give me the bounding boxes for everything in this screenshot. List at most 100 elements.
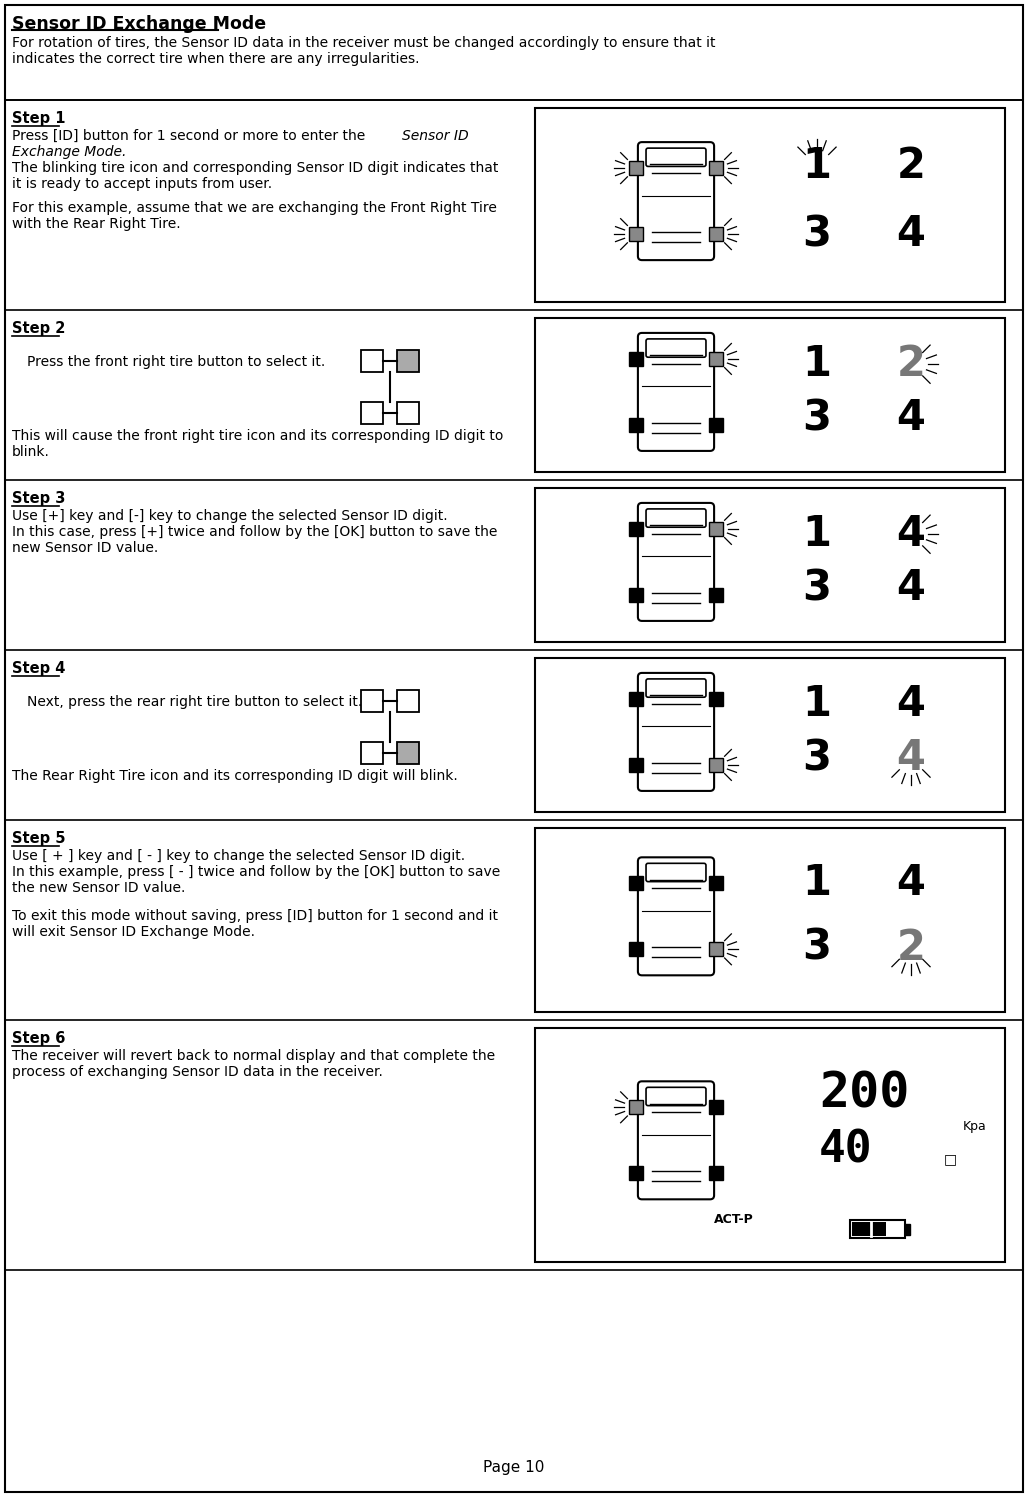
Bar <box>629 876 642 891</box>
Text: For this example, assume that we are exchanging the Front Right Tire: For this example, assume that we are exc… <box>12 201 497 216</box>
Bar <box>535 488 1005 642</box>
Bar <box>629 352 642 367</box>
Text: Sensor ID Exchange Mode: Sensor ID Exchange Mode <box>12 15 266 33</box>
Text: 2: 2 <box>896 343 925 385</box>
Text: Step 2: Step 2 <box>12 320 66 335</box>
Text: 4: 4 <box>896 737 925 778</box>
Text: In this example, press [ - ] twice and follow by the [OK] button to save: In this example, press [ - ] twice and f… <box>12 865 501 879</box>
Text: 2: 2 <box>896 927 925 969</box>
Text: process of exchanging Sensor ID data in the receiver.: process of exchanging Sensor ID data in … <box>12 1064 382 1079</box>
FancyBboxPatch shape <box>646 148 706 166</box>
Text: Press [ID] button for 1 second or more to enter the: Press [ID] button for 1 second or more t… <box>12 129 370 144</box>
Bar <box>709 876 723 891</box>
Bar <box>397 349 419 371</box>
Bar <box>709 692 723 707</box>
Text: Next, press the rear right tire button to select it.: Next, press the rear right tire button t… <box>27 695 362 710</box>
Bar <box>709 588 723 602</box>
Bar <box>361 401 383 424</box>
Text: 3: 3 <box>803 927 832 969</box>
Text: 4: 4 <box>896 513 925 555</box>
Text: ACT-P: ACT-P <box>713 1214 754 1226</box>
Text: □: □ <box>944 1153 957 1166</box>
Text: Use [+] key and [-] key to change the selected Sensor ID digit.: Use [+] key and [-] key to change the se… <box>12 509 447 522</box>
Bar <box>709 942 723 957</box>
Bar <box>535 108 1005 302</box>
Text: The blinking tire icon and corresponding Sensor ID digit indicates that: The blinking tire icon and corresponding… <box>12 162 499 175</box>
Bar <box>850 1220 905 1238</box>
Text: 1: 1 <box>803 145 832 187</box>
Bar <box>535 1028 1005 1262</box>
Text: 1: 1 <box>803 683 832 725</box>
Text: will exit Sensor ID Exchange Mode.: will exit Sensor ID Exchange Mode. <box>12 925 255 939</box>
FancyBboxPatch shape <box>638 674 714 790</box>
Text: Sensor ID: Sensor ID <box>402 129 469 144</box>
Bar <box>852 1222 886 1237</box>
Text: 1: 1 <box>803 343 832 385</box>
FancyBboxPatch shape <box>646 509 706 527</box>
FancyBboxPatch shape <box>646 1087 706 1106</box>
Text: 3: 3 <box>803 737 832 778</box>
Bar <box>905 1225 910 1235</box>
Bar <box>361 349 383 371</box>
Text: 3: 3 <box>803 397 832 439</box>
Text: Page 10: Page 10 <box>483 1460 545 1475</box>
Text: 3: 3 <box>803 567 832 609</box>
Bar <box>629 942 642 957</box>
Bar <box>629 522 642 536</box>
Text: This will cause the front right tire icon and its corresponding ID digit to: This will cause the front right tire ico… <box>12 430 504 443</box>
Text: Step 6: Step 6 <box>12 1031 66 1046</box>
Bar <box>709 162 723 175</box>
Text: 2: 2 <box>896 145 925 187</box>
Text: Step 4: Step 4 <box>12 662 66 677</box>
Text: In this case, press [+] twice and follow by the [OK] button to save the: In this case, press [+] twice and follow… <box>12 525 498 539</box>
Text: blink.: blink. <box>12 445 50 460</box>
Bar <box>709 1166 723 1181</box>
Bar <box>629 418 642 433</box>
Text: 1: 1 <box>803 513 832 555</box>
Bar <box>397 741 419 763</box>
Text: 200: 200 <box>819 1069 909 1118</box>
FancyBboxPatch shape <box>638 142 714 260</box>
Text: indicates the correct tire when there are any irregularities.: indicates the correct tire when there ar… <box>12 52 419 66</box>
Text: 4: 4 <box>896 567 925 609</box>
Bar <box>709 757 723 772</box>
Text: The Rear Right Tire icon and its corresponding ID digit will blink.: The Rear Right Tire icon and its corresp… <box>12 769 457 783</box>
Text: Use [ + ] key and [ - ] key to change the selected Sensor ID digit.: Use [ + ] key and [ - ] key to change th… <box>12 849 465 862</box>
Text: Step 3: Step 3 <box>12 491 66 506</box>
Text: Step 5: Step 5 <box>12 831 66 846</box>
FancyBboxPatch shape <box>638 1081 714 1199</box>
Text: it is ready to accept inputs from user.: it is ready to accept inputs from user. <box>12 177 272 192</box>
Bar <box>709 418 723 433</box>
Text: Exchange Mode.: Exchange Mode. <box>12 145 126 159</box>
Text: 1: 1 <box>803 862 832 904</box>
Text: To exit this mode without saving, press [ID] button for 1 second and it: To exit this mode without saving, press … <box>12 909 498 924</box>
Text: 40: 40 <box>818 1129 872 1171</box>
Text: the new Sensor ID value.: the new Sensor ID value. <box>12 882 185 895</box>
Bar <box>535 828 1005 1012</box>
Bar <box>629 588 642 602</box>
Text: 4: 4 <box>896 683 925 725</box>
FancyBboxPatch shape <box>646 338 706 358</box>
Bar <box>709 522 723 536</box>
Bar <box>535 659 1005 811</box>
FancyBboxPatch shape <box>646 680 706 698</box>
Bar <box>629 757 642 772</box>
Bar <box>629 162 642 175</box>
Bar <box>397 690 419 711</box>
Text: For rotation of tires, the Sensor ID data in the receiver must be changed accord: For rotation of tires, the Sensor ID dat… <box>12 36 715 49</box>
Text: Kpa: Kpa <box>962 1120 987 1133</box>
FancyBboxPatch shape <box>638 503 714 621</box>
Bar <box>629 228 642 241</box>
Text: Step 1: Step 1 <box>12 111 66 126</box>
Bar <box>629 692 642 707</box>
FancyBboxPatch shape <box>638 332 714 451</box>
Text: with the Rear Right Tire.: with the Rear Right Tire. <box>12 217 181 231</box>
Text: 3: 3 <box>803 213 832 254</box>
Bar <box>629 1100 642 1114</box>
Text: The receiver will revert back to normal display and that complete the: The receiver will revert back to normal … <box>12 1049 495 1063</box>
Text: Press the front right tire button to select it.: Press the front right tire button to sel… <box>27 355 325 368</box>
Text: new Sensor ID value.: new Sensor ID value. <box>12 540 158 555</box>
Bar <box>361 741 383 763</box>
Text: 4: 4 <box>896 862 925 904</box>
FancyBboxPatch shape <box>646 864 706 882</box>
